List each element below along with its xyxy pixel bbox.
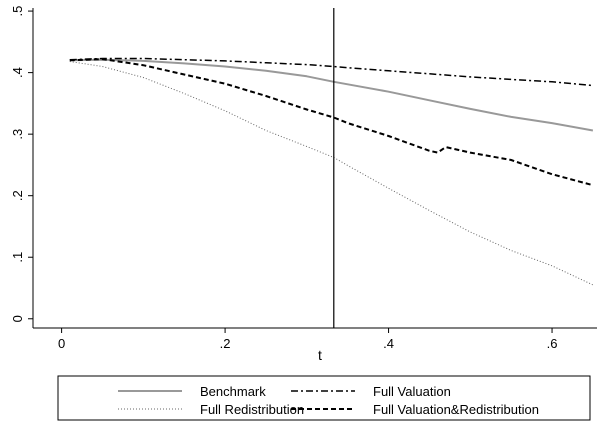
y-tick-label: .2	[10, 190, 25, 201]
y-tick-label: 0	[10, 315, 25, 322]
legend-box	[57, 375, 591, 421]
plot-area	[69, 8, 594, 328]
x-tick-label: .4	[383, 336, 394, 351]
axes: 0 .1 .2 .3 .4 .5 0 .2 .4 .6	[10, 6, 597, 351]
x-axis-title: t	[318, 347, 322, 363]
y-tick-label: .4	[10, 67, 25, 78]
y-tick-label: .1	[10, 252, 25, 263]
x-tick-label: 0	[58, 336, 65, 351]
legend-label: Benchmark	[200, 384, 266, 399]
x-tick-label: .6	[547, 336, 558, 351]
legend-label: Full Valuation	[373, 384, 451, 399]
legend-label: Full Valuation&Redistribution	[373, 402, 539, 417]
legend: Benchmark Full Redistribution Full Valuati…	[57, 375, 591, 421]
legend-label: Full Redistribution	[200, 402, 304, 417]
y-tick-label: .5	[10, 6, 25, 17]
y-tick-label: .3	[10, 129, 25, 140]
x-tick-label: .2	[220, 336, 231, 351]
